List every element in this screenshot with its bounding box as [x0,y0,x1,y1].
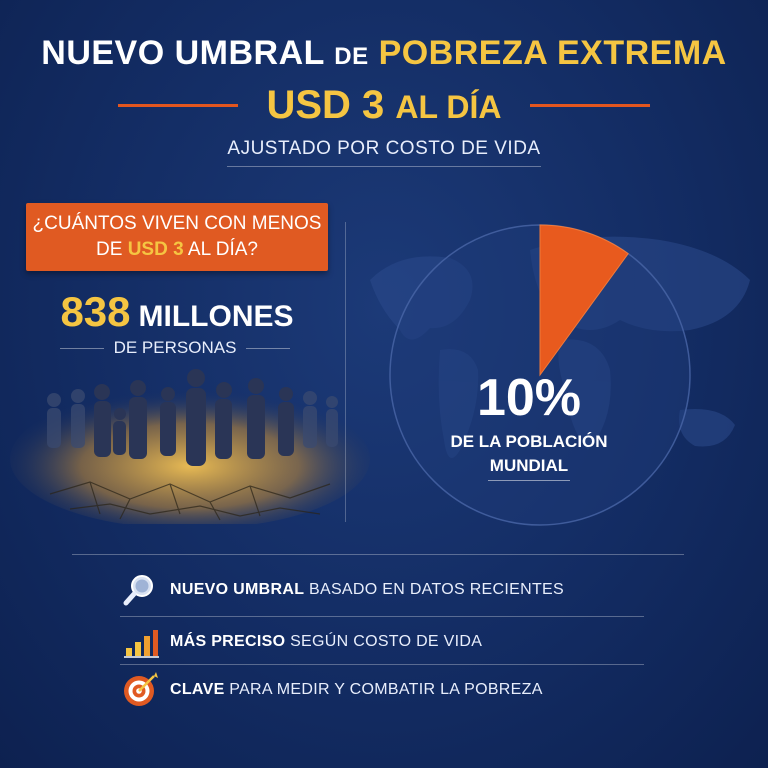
world-pie-chart [370,224,750,526]
count-label-row: DE PERSONAS [60,338,290,358]
main-title: NUEVO UMBRAL DE POBREZA EXTREMA [0,34,768,73]
feature-row-1: NUEVO UMBRAL BASADO EN DATOS RECIENTES [120,570,650,610]
question-post: AL DÍA? [187,239,258,260]
magnifier-icon [123,575,153,606]
feature-rest-2: SEGÚN COSTO DE VIDA [290,633,483,650]
feature-row-2: MÁS PRECISO SEGÚN COSTO DE VIDA [120,622,650,662]
question-pre: DE [96,239,123,260]
question-line-1: ¿CUÁNTOS VIVEN CON MENOS [32,213,322,234]
title-part-2: DE [334,43,369,70]
feature-bold-3: CLAVE [170,681,225,698]
feature-separator-2 [120,664,644,665]
count-number: 838 [60,288,131,335]
feature-bold-1: NUEVO UMBRAL [170,581,305,598]
column-divider [345,222,346,522]
question-line-2: DE USD 3 AL DÍA? [26,237,328,263]
crowd-illustration [10,369,370,524]
count-label-right-line [246,347,290,349]
amount-suffix: AL DÍA [395,88,502,125]
feature-rest-3: PARA MEDIR Y COMBATIR LA POBREZA [229,681,543,698]
population-label: DE LA POBLACIÓN MUNDIAL [424,430,634,481]
percent-value: 10% [476,369,582,427]
feature-bold-2: MÁS PRECISO [170,633,286,650]
title-part-1: NUEVO UMBRAL [41,34,325,72]
feature-text-3: CLAVE PARA MEDIR Y COMBATIR LA POBREZA [170,681,543,699]
people-count: 838 MILLONES [26,288,328,336]
title-part-3: POBREZA EXTREMA [378,34,727,72]
amount-right-line [529,103,650,107]
amount-row: USD 3 AL DÍA [0,80,768,130]
feature-separator-1 [120,616,644,617]
amount-value: USD 3 [266,82,385,127]
bar-chart-icon [124,630,159,658]
feature-text-2: MÁS PRECISO SEGÚN COSTO DE VIDA [170,633,482,651]
question-banner: ¿CUÁNTOS VIVEN CON MENOS DE USD 3 AL DÍA… [26,203,328,271]
target-icon [124,672,158,706]
feature-text-1: NUEVO UMBRAL BASADO EN DATOS RECIENTES [170,581,564,599]
population-line-2: MUNDIAL [487,454,571,481]
pie-slice-10-percent [539,224,629,377]
question-highlight: USD 3 [127,239,184,260]
feature-row-3: CLAVE PARA MEDIR Y COMBATIR LA POBREZA [120,670,650,710]
count-label-left-line [60,347,104,349]
amount-text: USD 3 AL DÍA [266,83,501,128]
subtitle-text: AJUSTADO POR COSTO DE VIDA [227,138,541,167]
subtitle: AJUSTADO POR COSTO DE VIDA [0,138,768,167]
section-divider [72,554,684,555]
count-unit: MILLONES [138,300,294,333]
feature-rest-1: BASADO EN DATOS RECIENTES [309,581,564,598]
population-line-1: DE LA POBLACIÓN [450,432,608,451]
amount-left-line [118,103,239,107]
count-label: DE PERSONAS [113,338,237,357]
